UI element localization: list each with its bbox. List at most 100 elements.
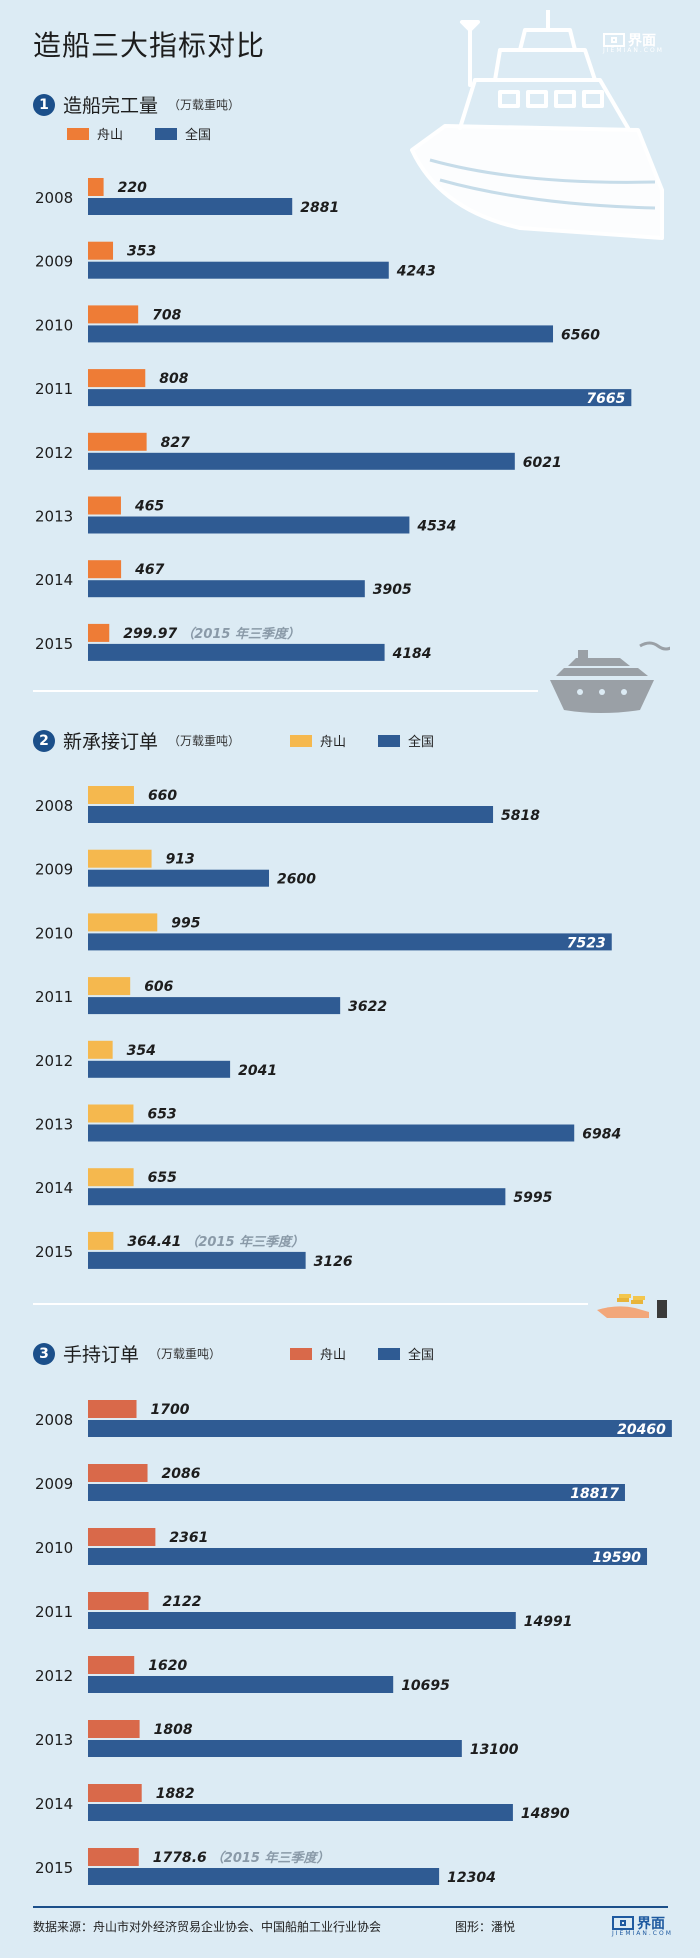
year-label: 2010 xyxy=(35,1539,73,1557)
value-label-zhoushan: 1778.6 （2015 年三季度） xyxy=(153,1850,330,1866)
bar-zhoushan xyxy=(88,178,104,196)
legend-swatch-national xyxy=(378,734,401,747)
year-label: 2011 xyxy=(35,1603,73,1621)
value-label-national: 14991 xyxy=(524,1614,573,1630)
year-label: 2008 xyxy=(35,189,73,207)
bar-national xyxy=(88,1804,513,1821)
value-label-zhoushan: 913 xyxy=(166,852,195,868)
section-title: 新承接订单 xyxy=(63,731,159,753)
section-2-header: 2 新承接订单 （万载重吨） xyxy=(33,727,240,754)
bar-zhoushan xyxy=(88,849,152,868)
value-label-zhoushan: 660 xyxy=(148,788,177,804)
bar-national xyxy=(88,1612,516,1629)
year-label: 2010 xyxy=(35,924,73,942)
section-1-legend: 舟山 全国 xyxy=(67,124,211,143)
value-label-national: 14890 xyxy=(521,1806,570,1822)
value-label-national: 18817 xyxy=(570,1486,619,1502)
legend-label-national: 全国 xyxy=(408,1348,435,1363)
logo-text: 界面 xyxy=(637,1916,665,1932)
bar-zhoushan xyxy=(88,305,139,324)
footer-rule xyxy=(33,1906,668,1908)
value-label-national: 3622 xyxy=(348,999,387,1015)
value-label-zhoushan: 353 xyxy=(127,244,156,260)
ship-illustration-icon xyxy=(410,10,664,240)
section-1-header: 1 造船完工量 （万载重吨） xyxy=(33,91,240,118)
bar-national xyxy=(88,1124,575,1142)
logo-mark-icon xyxy=(603,33,625,47)
year-label: 2014 xyxy=(35,571,73,589)
value-label-national: 3126 xyxy=(314,1254,353,1270)
section-3-header: 3 手持订单 （万载重吨） xyxy=(33,1340,221,1367)
value-label-national: 12304 xyxy=(447,1870,496,1886)
value-label-zhoushan: 708 xyxy=(152,307,181,323)
value-label-national: 19590 xyxy=(592,1550,641,1566)
annotation-label: （2015 年三季度） xyxy=(211,1850,330,1866)
value-label-national: 13100 xyxy=(470,1742,519,1758)
year-label: 2010 xyxy=(35,316,73,334)
section-number: 2 xyxy=(33,729,55,752)
bar-zhoushan xyxy=(88,496,121,515)
bar-national xyxy=(88,1251,306,1269)
year-label: 2014 xyxy=(35,1179,73,1197)
data-source: 数据来源：舟山市对外经济贸易企业协会、中国船舶工业行业协会 xyxy=(33,1920,382,1934)
bar-national xyxy=(88,933,612,951)
section-title: 造船完工量 xyxy=(63,95,159,117)
value-label-zhoushan: 1620 xyxy=(148,1658,187,1674)
bar-zhoushan xyxy=(88,1104,134,1123)
chart-new-orders: 2008 660 5818 2009 913 2600 2010 995 7523 2011 606… xyxy=(35,786,621,1270)
section-unit: （万载重吨） xyxy=(168,98,241,112)
value-label-zhoushan: 606 xyxy=(144,979,173,995)
value-label-national: 20460 xyxy=(617,1422,666,1438)
bar-zhoushan xyxy=(88,241,114,260)
bar-national xyxy=(88,997,341,1015)
value-label-zhoushan: 465 xyxy=(134,499,164,515)
bar-national xyxy=(88,806,494,823)
value-label-national: 6021 xyxy=(523,455,562,471)
graphic-credit: 图形：潘悦 xyxy=(455,1920,516,1934)
bar-national xyxy=(88,580,365,598)
bar-zhoushan xyxy=(88,1848,139,1866)
logo-subtext: JIEMIAN.COM xyxy=(612,1930,673,1937)
value-label-national: 4534 xyxy=(416,519,456,535)
section-2-legend: 舟山 全国 xyxy=(290,731,434,750)
bar-zhoushan xyxy=(88,1720,140,1738)
chart-completion: 2008 220 2881 2009 353 4243 2010 708 6560 2011 808… xyxy=(35,178,632,662)
bar-national xyxy=(88,869,270,887)
bar-zhoushan xyxy=(88,560,122,579)
bar-zhoushan xyxy=(88,1528,156,1546)
legend-label-national: 全国 xyxy=(185,128,212,143)
bar-zhoushan xyxy=(88,977,131,996)
cruise-ship-icon xyxy=(550,641,670,713)
section-3-legend: 舟山 全国 xyxy=(290,1344,434,1363)
year-label: 2013 xyxy=(35,1731,73,1749)
legend-label-zhoushan: 舟山 xyxy=(320,735,347,750)
bar-national xyxy=(88,1420,672,1437)
legend-swatch-national xyxy=(378,1347,401,1360)
bar-national xyxy=(88,1060,231,1078)
value-label-zhoushan: 364.41 （2015 年三季度） xyxy=(127,1234,304,1250)
annotation-label: （2015 年三季度） xyxy=(181,626,300,642)
bar-zhoushan xyxy=(88,1231,114,1250)
bar-zhoushan xyxy=(88,623,110,642)
bar-zhoushan xyxy=(88,1040,113,1059)
value-label-zhoushan: 1700 xyxy=(151,1402,190,1418)
value-label-zhoushan: 1882 xyxy=(156,1786,195,1802)
bar-zhoushan xyxy=(88,1168,134,1187)
coins-hand-icon xyxy=(597,1294,667,1318)
year-label: 2009 xyxy=(35,861,73,879)
legend-swatch-national xyxy=(155,127,178,140)
bar-national xyxy=(88,1740,462,1757)
bar-national xyxy=(88,261,389,279)
jiemian-logo: 界面 JIEMIAN.COM xyxy=(612,1913,671,1937)
section-divider xyxy=(33,1303,588,1305)
year-label: 2013 xyxy=(35,1116,73,1134)
bar-national xyxy=(88,516,410,534)
value-label-national: 10695 xyxy=(401,1678,450,1694)
bar-national xyxy=(88,1676,394,1693)
year-label: 2013 xyxy=(35,508,73,526)
bar-zhoushan xyxy=(88,1464,148,1482)
value-label-national: 7665 xyxy=(586,391,625,407)
legend-swatch-zhoushan xyxy=(67,127,89,140)
year-label: 2015 xyxy=(35,635,73,653)
